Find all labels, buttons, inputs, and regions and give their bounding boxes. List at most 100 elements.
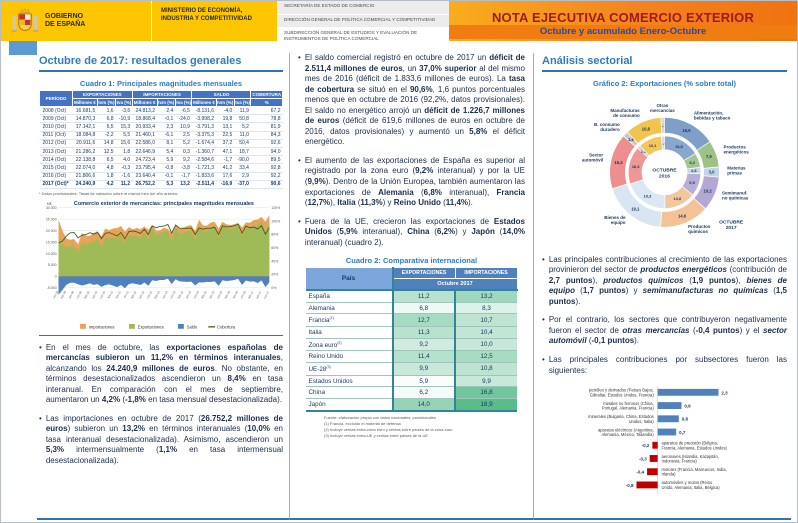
- svg-text:feb-14: feb-14: [177, 290, 185, 299]
- svg-text:14,6: 14,6: [678, 213, 687, 218]
- bullet-item: • El saldo comercial registró en octubre …: [298, 53, 525, 148]
- svg-text:metales no ferrosos (China,: metales no ferrosos (China,: [603, 401, 653, 406]
- value-cell: 5,9: [391, 375, 455, 388]
- value-cell: 10,4: [454, 326, 517, 339]
- header: GOBIERNO DE ESPAÑA MINISTERIO DE ECONOMÍ…: [1, 1, 797, 41]
- value-cell: 11,0: [234, 131, 251, 140]
- svg-text:Productos: Productos: [723, 145, 746, 150]
- value-cell: -6,1: [157, 131, 176, 140]
- bullet-icon: •: [542, 315, 545, 325]
- bullet-text: Por el contrario, los sectores que contr…: [548, 315, 788, 346]
- svg-text:7,9: 7,9: [706, 154, 713, 159]
- svg-text:-0,8: -0,8: [626, 483, 634, 488]
- value-cell: -1,7: [175, 172, 192, 181]
- value-cell: 94,0: [250, 147, 283, 157]
- value-cell: 2,9: [234, 172, 251, 181]
- gobierno-line1: GOBIERNO: [45, 12, 84, 20]
- svg-text:10,2: 10,2: [704, 188, 713, 193]
- svg-text:1,4: 1,4: [641, 149, 647, 154]
- value-cell: 11,3: [391, 326, 455, 339]
- svg-text:3,0: 3,0: [709, 170, 716, 175]
- value-cell: 8,3: [454, 302, 517, 315]
- value-cell: 11,2: [391, 290, 455, 303]
- svg-text:aparatos eléctricos (Argentina: aparatos eléctricos (Argentina,: [598, 427, 654, 432]
- value-cell: -24,0: [175, 114, 192, 124]
- svg-text:Bienes de: Bienes de: [604, 215, 626, 220]
- svg-text:feb-11: feb-11: [107, 290, 115, 299]
- value-cell: 6,8: [97, 114, 116, 124]
- grafico2-donut-chart: 1,1 15,6 7,9 3,0 10,2 14,6 19,1 16,4 1,6 10,8 1,4 1…: [542, 90, 787, 255]
- bullet-text: Las importaciones en octubre de 2017 (26…: [45, 413, 284, 466]
- period-cell: 2017 (Oct)*: [39, 180, 73, 189]
- value-cell: 9,9: [391, 362, 455, 376]
- value-cell: 23.640,4: [132, 172, 158, 181]
- value-cell: -0,1: [157, 172, 176, 181]
- value-cell: 10,9: [175, 122, 192, 132]
- coat-of-arms-icon: [11, 8, 39, 33]
- country-cell: Francia(1): [305, 313, 393, 328]
- note-subtitle: Octubre y acumulado Enero-Octubre: [449, 25, 797, 39]
- svg-text:Saldo: Saldo: [187, 324, 198, 329]
- bullet-text: El aumento de las exportaciones de Españ…: [304, 155, 525, 208]
- value-cell: 1,8: [115, 147, 133, 157]
- section-title-left: Octubre de 2017: resultados generales: [39, 55, 283, 72]
- grafico1-area-chart: Comercio exterior de mercancías: princip…: [39, 198, 283, 333]
- svg-text:80%: 80%: [271, 233, 278, 237]
- column-header: IMPORTACIONES: [454, 267, 518, 280]
- svg-text:Sector: Sector: [589, 153, 603, 158]
- table-row: 2016 (Oct) 21.806,6 1,8 -1,6 23.640,4 -0,1 -1,…: [39, 172, 283, 181]
- value-cell: 5,4: [157, 147, 176, 157]
- note-title: NOTA EJECUTIVA COMERCIO EXTERIOR: [491, 10, 755, 25]
- svg-text:10.000: 10.000: [46, 252, 57, 256]
- svg-text:0,9: 0,9: [684, 404, 691, 409]
- svg-text:oct-09: oct-09: [75, 290, 83, 299]
- value-cell: 13,2: [175, 180, 192, 189]
- svg-text:automóvil: automóvil: [582, 158, 603, 163]
- period-cell: 2009 (Oct): [39, 114, 73, 124]
- value-cell: 89,5: [250, 155, 283, 165]
- column-group-header: SALDO: [191, 90, 252, 99]
- country-cell: Japón: [305, 398, 393, 412]
- value-cell: 22,5: [216, 131, 235, 140]
- sub-header: Millones €: [71, 98, 98, 107]
- column-header: EXPORTACIONES: [392, 267, 456, 280]
- value-cell: 24.813,2: [132, 106, 158, 116]
- bullet-text: El saldo comercial registró en octubre d…: [304, 53, 526, 147]
- svg-text:120%: 120%: [271, 206, 280, 210]
- content: Octubre de 2017: resultados generales Cu…: [1, 41, 797, 522]
- country-cell: España: [305, 290, 393, 303]
- sub-header: tvm (%): [215, 98, 235, 107]
- svg-text:Francia, Alemania, Estados Uni: Francia, Alemania, Estados Unidos): [662, 445, 728, 450]
- svg-text:jun-09: jun-09: [67, 290, 75, 300]
- value-cell: 19,8: [216, 114, 235, 124]
- value-cell: 9,2: [175, 155, 192, 165]
- value-cell: 50,4: [234, 139, 251, 148]
- value-cell: -16,9: [216, 180, 235, 189]
- value-cell: 10,8: [454, 362, 517, 376]
- value-cell: 0,3: [175, 147, 192, 157]
- period-cell: 2011 (Oct): [39, 131, 73, 140]
- period-cell: 2012 (Oct): [39, 139, 73, 148]
- svg-text:feb-17: feb-17: [247, 290, 255, 299]
- divider: [39, 334, 283, 336]
- bullet-icon: •: [39, 413, 42, 423]
- svg-text:Irlanda): Irlanda): [662, 472, 677, 477]
- grafico2-title: Gráfico 2: Exportaciones (% sobre total): [593, 79, 736, 88]
- svg-text:Portugal, Alemania, Francia): Portugal, Alemania, Francia): [602, 406, 654, 411]
- right-bullet-list: • Las principales contribuciones al creci…: [542, 255, 787, 376]
- svg-text:feb-16: feb-16: [224, 290, 232, 299]
- value-cell: 4,2: [97, 180, 116, 189]
- svg-text:Alemania, México, Tailandia): Alemania, México, Tailandia): [601, 432, 654, 437]
- svg-text:oct-14: oct-14: [192, 290, 200, 299]
- svg-text:10,8: 10,8: [642, 127, 651, 132]
- value-cell: 11,4: [391, 350, 455, 364]
- department-label: SECRETARÍA DE ESTADO DE COMERCIO: [277, 1, 449, 15]
- left-column: Octubre de 2017: resultados generales Cu…: [37, 53, 289, 520]
- gobierno-line2: DE ESPAÑA: [45, 21, 86, 28]
- svg-text:de consumo: de consumo: [613, 113, 640, 118]
- svg-text:oct-12: oct-12: [146, 290, 154, 299]
- cuadro2-table: País EXPORTACIONES IMPORTACIONES Octubre 20…: [305, 267, 518, 412]
- value-cell: -1,7: [216, 155, 235, 165]
- svg-text:mercancías: mercancías: [650, 108, 675, 113]
- svg-text:Semimanuf.: Semimanuf.: [722, 191, 748, 196]
